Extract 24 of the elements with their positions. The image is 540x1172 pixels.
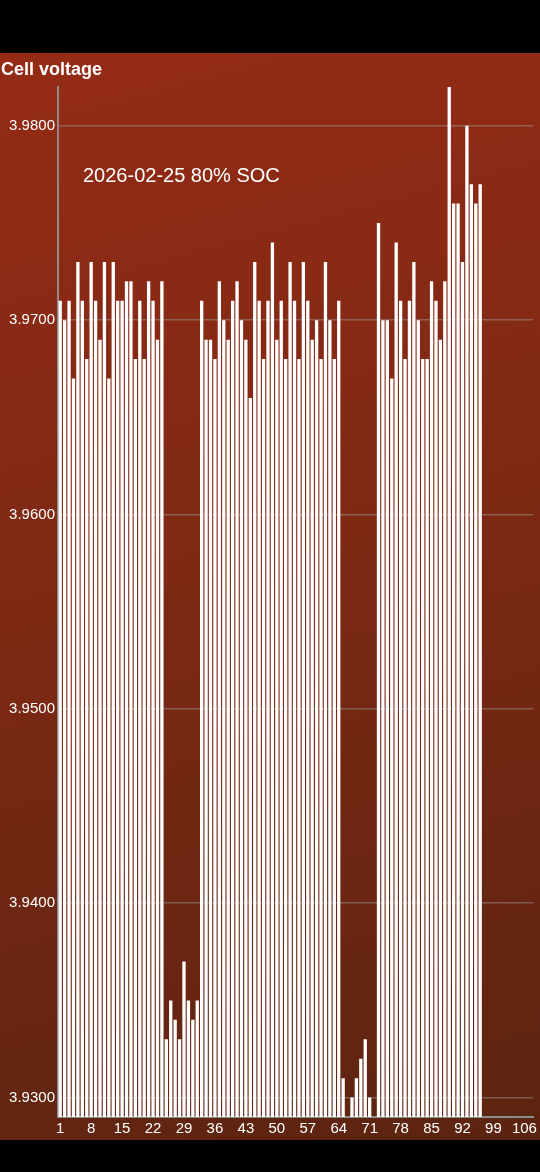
x-tick-label: 92 bbox=[454, 1119, 471, 1137]
x-tick-label: 22 bbox=[144, 1119, 162, 1137]
x-tick-label: 15 bbox=[113, 1119, 131, 1137]
x-tick-label: 106 bbox=[511, 1119, 537, 1137]
x-tick-label: 85 bbox=[423, 1119, 440, 1137]
x-tick-label: 57 bbox=[299, 1119, 317, 1137]
y-tick-label: 3.9500 bbox=[9, 699, 55, 717]
x-tick-label: 71 bbox=[361, 1119, 379, 1137]
annotation: 2026-02-25 80% SOC bbox=[83, 164, 280, 187]
x-tick-label: 36 bbox=[206, 1119, 224, 1137]
y-tick-label: 3.9800 bbox=[9, 116, 55, 134]
x-tick-label: 78 bbox=[392, 1119, 409, 1137]
y-tick-label: 3.9700 bbox=[9, 310, 55, 328]
x-tick-label: 1 bbox=[56, 1119, 65, 1137]
x-tick-label: 99 bbox=[485, 1119, 502, 1137]
y-tick-label: 3.9400 bbox=[9, 893, 55, 911]
chart-title: Cell voltage bbox=[1, 59, 103, 80]
x-tick-label: 64 bbox=[330, 1119, 348, 1137]
x-tick-label: 8 bbox=[86, 1119, 96, 1137]
x-tick-label: 50 bbox=[268, 1119, 286, 1137]
y-tick-label: 3.9300 bbox=[9, 1087, 55, 1105]
y-tick-label: 3.9600 bbox=[9, 504, 55, 522]
x-tick-label: 43 bbox=[237, 1119, 255, 1137]
x-tick-label: 29 bbox=[175, 1119, 193, 1137]
